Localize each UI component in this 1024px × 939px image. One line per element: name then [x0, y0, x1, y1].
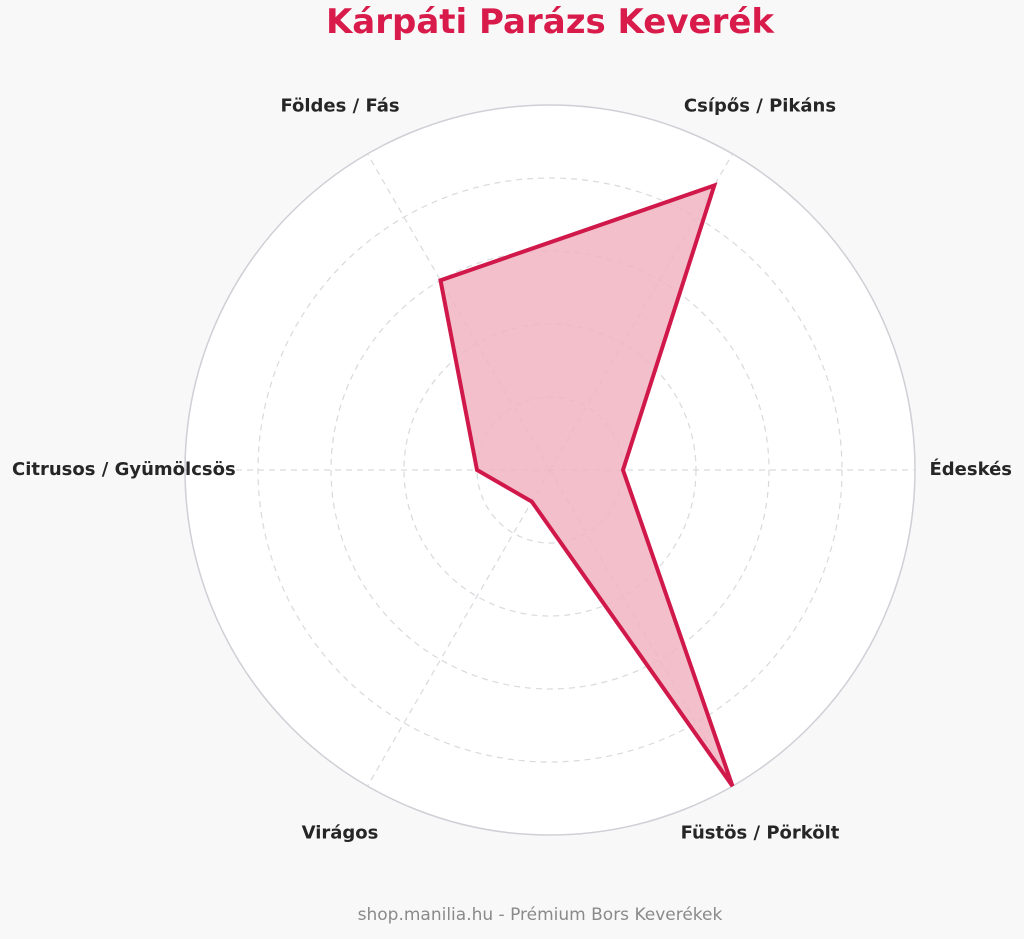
data-polygon [438, 182, 735, 788]
axis-label: Édeskés [929, 458, 1012, 480]
chart-title: Kárpáti Parázs Keverék [325, 2, 775, 42]
axis-label: Füstös / Pörkölt [681, 823, 840, 844]
grid-ring [330, 250, 770, 690]
axis-spoke [366, 469, 551, 787]
axis-labels: Édeskés Csípős / Pikáns Földes / Fás Citrus… [12, 95, 1012, 843]
axis-label: Citrusos / Gyümölcsös [12, 459, 236, 480]
axis-label: Csípős / Pikáns [684, 95, 836, 116]
axis-label: Földes / Fás [280, 95, 399, 116]
axis-label: Virágos [302, 823, 379, 844]
footer-text: shop.manilia.hu - Prémium Bors Keverékek [357, 905, 723, 925]
